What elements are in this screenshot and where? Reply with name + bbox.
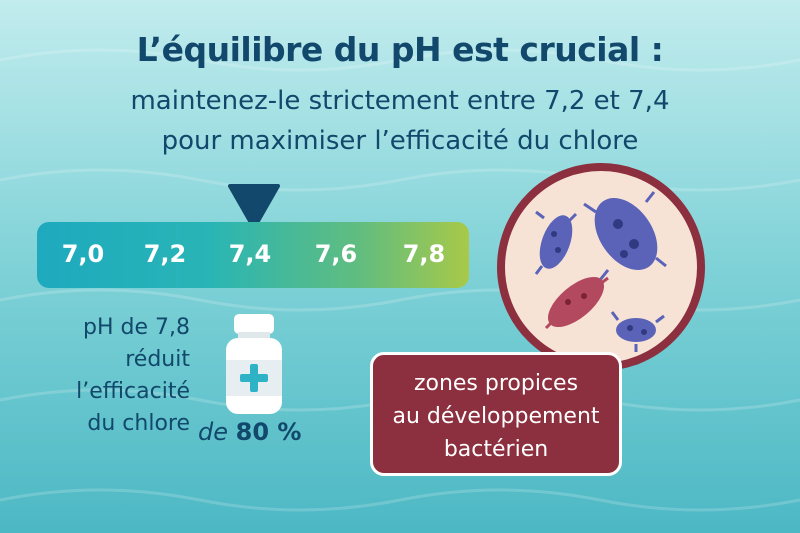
bacteria-blue-large — [583, 191, 667, 281]
chlorine-note: pH de 7,8 réduit l’efficacité du chlore — [20, 312, 190, 440]
ph-tick-label: 7,8 — [402, 240, 446, 268]
label-line: zones propices — [413, 371, 579, 396]
ph-tick-label: 7,4 — [228, 240, 272, 268]
bacteria-red — [544, 276, 609, 330]
percent-prefix: de — [198, 418, 228, 446]
ph-tick-label: 7,2 — [143, 240, 187, 268]
note-line: pH de 7,8 — [83, 315, 190, 340]
note-line: l’efficacité — [76, 379, 190, 404]
bacteria-blue-bottom — [610, 311, 665, 352]
ph-scale-bar — [37, 222, 469, 288]
bacteria-zone-label: zones propices au développement bactérie… — [370, 352, 622, 476]
note-line: du chlore — [87, 411, 190, 436]
subtitle-line-1: maintenez-le strictement entre 7,2 et 7,… — [130, 86, 670, 116]
medicine-bottle-icon — [226, 314, 282, 414]
percent-value: 80 % — [235, 418, 302, 446]
petri-dish-icon — [497, 163, 705, 371]
efficiency-reduction: de 80 % — [198, 418, 301, 446]
label-line: bactérien — [443, 437, 549, 462]
label-line: au développement — [392, 404, 600, 429]
ph-tick-label: 7,6 — [314, 240, 358, 268]
subtitle-line-2: pour maximiser l’efficacité du chlore — [161, 126, 639, 156]
note-line: réduit — [125, 347, 190, 372]
triangle-down-icon — [228, 184, 280, 230]
page-title: L’équilibre du pH est crucial : — [136, 30, 664, 69]
ph-tick-label: 7,0 — [61, 240, 105, 268]
bacteria-blue-small — [534, 210, 578, 275]
